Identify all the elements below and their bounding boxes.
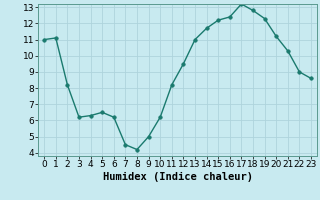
X-axis label: Humidex (Indice chaleur): Humidex (Indice chaleur) — [103, 172, 252, 182]
